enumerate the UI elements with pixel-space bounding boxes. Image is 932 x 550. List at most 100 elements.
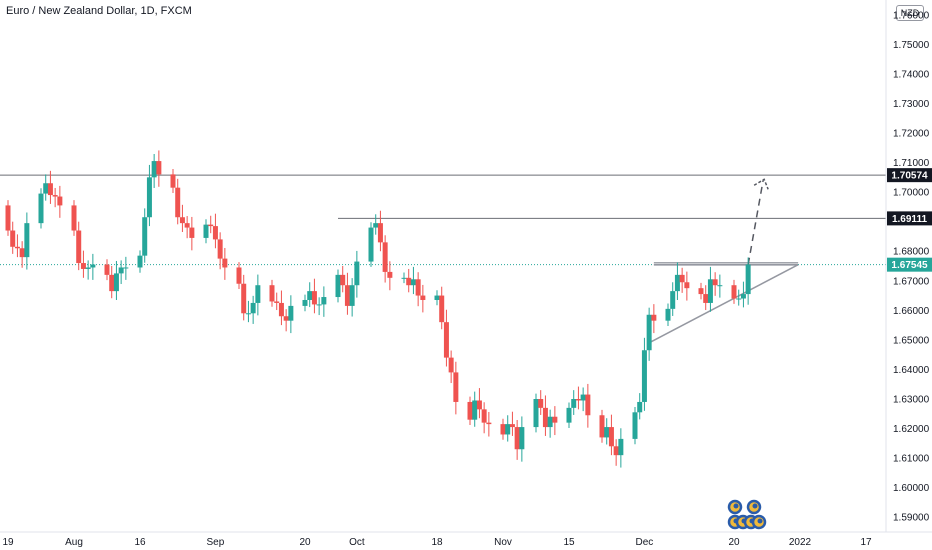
candle xyxy=(585,383,591,428)
candle-body xyxy=(415,279,421,296)
y-tick-label: 1.72000 xyxy=(893,129,930,140)
candle xyxy=(142,208,148,263)
logo-eye xyxy=(752,503,758,509)
candle xyxy=(740,281,746,308)
candle-body xyxy=(80,263,86,269)
candle xyxy=(179,204,185,233)
candle xyxy=(580,387,586,412)
candle xyxy=(500,418,506,440)
price-tag: 1.69111 xyxy=(887,211,932,226)
candle xyxy=(453,361,459,415)
candle xyxy=(307,282,313,308)
currency-badge[interactable]: NZD xyxy=(896,5,924,21)
candle-body xyxy=(552,416,558,423)
y-tick-label: 1.68000 xyxy=(893,247,930,258)
candle xyxy=(52,187,58,208)
candle xyxy=(670,282,676,316)
candle-body xyxy=(241,283,247,314)
candle-body xyxy=(5,205,11,231)
candle xyxy=(245,300,251,323)
candle xyxy=(443,309,449,367)
candle xyxy=(38,188,44,229)
x-tick-label: 17 xyxy=(860,537,872,548)
candle xyxy=(401,272,407,284)
candle xyxy=(618,428,624,468)
candle-body xyxy=(486,422,492,425)
candle-body xyxy=(740,294,746,299)
candle-body xyxy=(123,267,129,269)
candle-body xyxy=(10,230,16,247)
candle-body xyxy=(146,177,152,218)
candle-body xyxy=(373,223,379,228)
candle-body xyxy=(712,279,718,286)
candle xyxy=(505,415,511,442)
candle-body xyxy=(651,314,657,321)
candle xyxy=(736,289,742,306)
candle-body xyxy=(703,294,709,303)
candle xyxy=(19,241,25,268)
candle xyxy=(679,267,685,293)
candle-body xyxy=(443,322,449,358)
candle-body xyxy=(288,305,294,321)
price-tag-bg xyxy=(887,168,932,183)
candle-body xyxy=(113,273,119,292)
candle-body xyxy=(500,424,506,435)
x-tick-label: Sep xyxy=(207,537,225,548)
candle-body xyxy=(368,227,374,262)
candle xyxy=(382,235,388,283)
candle xyxy=(519,416,525,462)
x-tick-label: Dec xyxy=(636,537,654,548)
candle xyxy=(486,412,492,437)
candle-body xyxy=(637,401,643,413)
x-tick-label: 15 xyxy=(563,537,575,548)
candle-body xyxy=(698,288,704,295)
candle xyxy=(698,282,704,300)
candle-body xyxy=(453,372,459,402)
candle-body xyxy=(189,227,195,238)
price-tag: 1.70574 xyxy=(887,168,932,183)
candle-body xyxy=(208,224,214,227)
candle xyxy=(509,411,515,436)
candle xyxy=(439,286,445,330)
x-tick-label: Oct xyxy=(349,537,365,548)
candle-body xyxy=(707,279,713,303)
candle xyxy=(613,439,619,466)
candle xyxy=(608,414,614,456)
logo-eye xyxy=(757,518,763,524)
candle xyxy=(250,295,256,324)
candle-body xyxy=(736,298,742,300)
candle-body xyxy=(179,217,185,224)
candle xyxy=(434,290,440,306)
candle-body xyxy=(302,299,308,306)
candle xyxy=(637,393,643,420)
candle-body xyxy=(311,291,317,305)
x-tick-label: 20 xyxy=(728,537,740,548)
candle-body xyxy=(599,415,605,438)
y-tick-label: 1.75000 xyxy=(893,40,930,51)
candle-body xyxy=(613,446,619,456)
candle xyxy=(156,150,162,187)
candle-body xyxy=(670,291,676,309)
candle-body xyxy=(19,248,25,258)
candle xyxy=(349,278,355,317)
y-axis: 1.59000 1.60000 1.61000 1.62000 1.63000 1.640… xyxy=(885,0,932,532)
x-tick-label: Aug xyxy=(65,537,83,548)
candle xyxy=(109,266,115,299)
candle-body xyxy=(410,279,416,286)
candle xyxy=(274,292,280,311)
candle xyxy=(410,266,416,295)
candle-body xyxy=(47,183,53,196)
price-tag-bg xyxy=(887,211,932,226)
candle xyxy=(703,285,709,311)
candle xyxy=(278,290,284,326)
candle xyxy=(354,250,360,298)
candles-layer xyxy=(5,150,751,468)
candle-body xyxy=(57,196,63,206)
y-tick-label: 1.65000 xyxy=(893,335,930,346)
candle-body xyxy=(382,242,388,272)
candle-body xyxy=(467,401,473,420)
x-tick-label: 18 xyxy=(431,537,443,548)
candle xyxy=(599,409,605,443)
candle-body xyxy=(118,267,124,274)
